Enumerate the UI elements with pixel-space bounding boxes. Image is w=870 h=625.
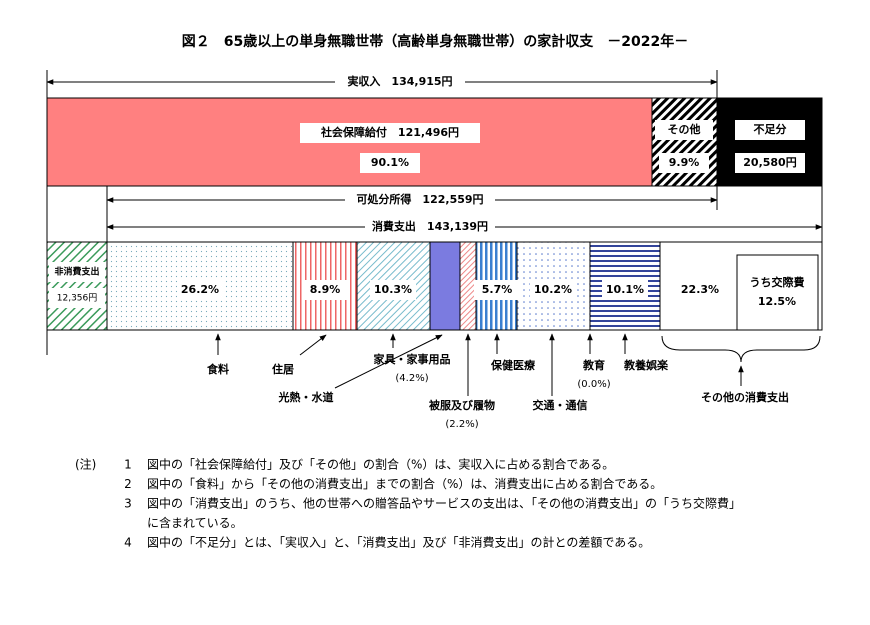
share-label: 10.2% [534, 283, 572, 296]
share-label: 10.1% [606, 283, 644, 296]
category-label: その他の消費支出 [701, 390, 789, 404]
share-label: 8.9% [310, 283, 341, 296]
label: 不足分 [754, 122, 787, 136]
category-label: 教育 [582, 358, 605, 372]
label-bg [602, 280, 648, 300]
title: 図２ 65歳以上の単身無職世帯（高齢単身無職世帯）の家計収支 －2022年－ [182, 33, 688, 50]
share-label: 22.3% [681, 283, 719, 296]
label: 9.9% [669, 156, 700, 169]
label: 20,580円 [743, 156, 796, 169]
label-bg [300, 123, 480, 143]
label: 実収入 134,915円 [347, 74, 452, 88]
note-marker: (注) [75, 457, 96, 472]
label: 90.1% [371, 156, 409, 169]
category-label: 教養娯楽 [623, 358, 669, 372]
label: 可処分所得 122,559円 [356, 192, 483, 206]
category-share: (4.2%) [395, 373, 428, 384]
label-bg [735, 120, 805, 140]
category-label: 住居 [272, 362, 294, 376]
note-text: 図中の「不足分」とは、「実収入」と、「消費支出」及び「非消費支出」の計との差額で… [147, 535, 650, 550]
note-number: 1 [124, 458, 132, 472]
label-bg [49, 288, 105, 308]
label: 12,356円 [57, 293, 98, 304]
label-bg [474, 280, 520, 300]
category-label: 被服及び履物 [429, 398, 495, 412]
note-text: 図中の「消費支出」のうち、他の世帯への贈答品やサービスの支出は、「その他の消費支… [147, 496, 741, 511]
category-label: 交通・通信 [533, 398, 588, 412]
note-number: 3 [124, 497, 132, 511]
label-bg [177, 280, 223, 300]
share-label: 10.3% [374, 283, 412, 296]
label: 非消費支出 [54, 266, 99, 278]
note-number: 2 [124, 477, 132, 491]
label-bg [49, 262, 105, 282]
label-bg [360, 153, 420, 173]
category-share: (0.0%) [577, 379, 610, 390]
category-label: 光熱・水道 [278, 390, 334, 404]
note-text: 図中の「社会保障給付」及び「その他」の割合（%）は、実収入に占める割合である。 [147, 457, 614, 472]
category-label: 家具・家事用品 [374, 352, 451, 366]
note-text: に含まれている。 [147, 515, 243, 530]
label-bg [655, 120, 713, 140]
label: その他 [668, 122, 701, 136]
category-share: (2.2%) [445, 419, 478, 430]
label-bg [735, 153, 805, 173]
category-label: 保健医療 [490, 358, 536, 372]
label: 12.5% [758, 295, 796, 308]
label-bg [302, 280, 348, 300]
share-label: 5.7% [482, 283, 513, 296]
label-bg [345, 190, 495, 210]
note-text: 図中の「食料」から「その他の消費支出」までの割合（%）は、消費支出に占める割合で… [147, 476, 662, 491]
label-bg [335, 72, 465, 92]
label: うち交際費 [750, 275, 805, 289]
label: 社会保障給付 121,496円 [320, 125, 459, 139]
label-bg [530, 280, 576, 300]
note-number: 4 [124, 536, 132, 550]
label-bg [659, 153, 709, 173]
label: 消費支出 143,139円 [372, 219, 488, 233]
label-bg [370, 280, 416, 300]
share-label: 26.2% [181, 283, 219, 296]
label-bg [365, 217, 495, 237]
category-label: 食料 [207, 362, 229, 376]
